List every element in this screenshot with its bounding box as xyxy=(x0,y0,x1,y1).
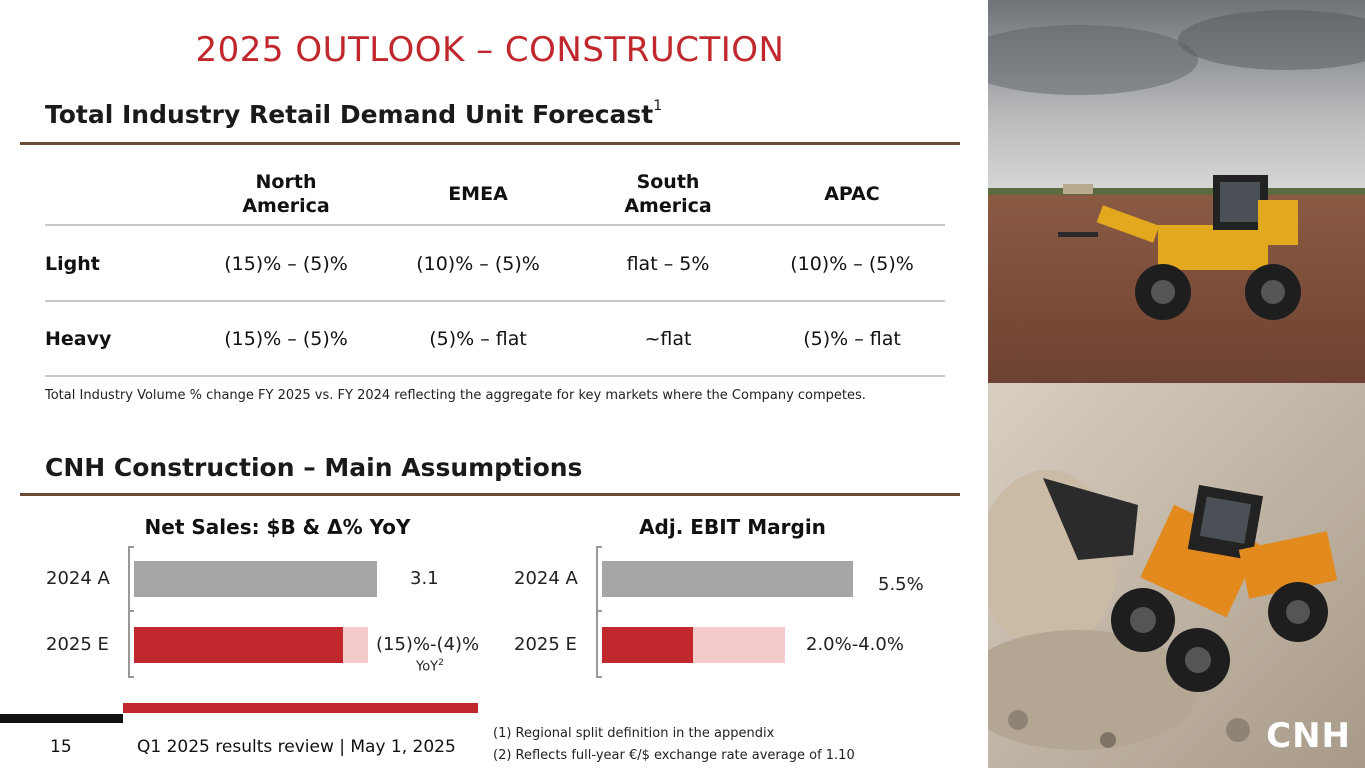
footer-event: Q1 2025 results review | May 1, 2025 xyxy=(137,737,456,757)
ebit-label-2024: 5.5% xyxy=(878,574,924,595)
forecast-heading-footnote-mark: 1 xyxy=(653,98,663,114)
ebit-bar-2024 xyxy=(602,561,853,597)
table-divider xyxy=(45,224,945,226)
assumptions-divider xyxy=(20,493,960,496)
net-sales-chart-title: Net Sales: $B & Δ% YoY xyxy=(144,515,411,539)
forecast-heading: Total Industry Retail Demand Unit Foreca… xyxy=(45,98,663,129)
table-cell: (10)% – (5)% xyxy=(790,253,914,275)
net-sales-axis xyxy=(128,546,134,678)
forecast-heading-text: Total Industry Retail Demand Unit Foreca… xyxy=(45,100,654,129)
col-header-emea: EMEA xyxy=(388,182,568,206)
col-header-apac: APAC xyxy=(762,182,942,206)
table-cell: (5)% – flat xyxy=(429,328,527,350)
ebit-chart-title: Adj. EBIT Margin xyxy=(639,515,826,539)
col-header-north-america: North America xyxy=(196,170,376,218)
ebit-bar-2025-low xyxy=(602,627,694,663)
net-sales-bar-2024 xyxy=(134,561,377,597)
net-sales-bar-2025-low xyxy=(134,627,343,663)
construction-photo: CNH xyxy=(988,0,1365,768)
row-label-light: Light xyxy=(45,253,100,275)
row-label-heavy: Heavy xyxy=(45,328,112,350)
table-divider xyxy=(45,375,945,377)
page-title: 2025 OUTLOOK – CONSTRUCTION xyxy=(195,30,785,70)
col-header-south-america: South America xyxy=(578,170,758,218)
net-sales-category-2025: 2025 E xyxy=(46,634,109,655)
net-sales-category-2024: 2024 A xyxy=(46,568,110,589)
table-cell: (5)% – flat xyxy=(803,328,901,350)
cnh-logo: CNH xyxy=(1266,716,1351,756)
col-header-apac-text: APAC xyxy=(824,183,880,205)
footnote-2: (2) Reflects full-year €/$ exchange rate… xyxy=(493,748,855,763)
footnote-1: (1) Regional split definition in the app… xyxy=(493,726,775,741)
assumptions-heading: CNH Construction – Main Assumptions xyxy=(45,453,583,482)
forecast-note: Total Industry Volume % change FY 2025 v… xyxy=(45,388,866,403)
net-sales-label-2024: 3.1 xyxy=(410,568,439,589)
footer-red-bar xyxy=(123,703,478,713)
table-cell: ~flat xyxy=(644,328,692,350)
col-header-north-america-text: North America xyxy=(242,171,330,217)
net-sales-label-2025: (15)%-(4)% xyxy=(376,634,480,655)
table-divider xyxy=(45,300,945,302)
footer-black-bar xyxy=(0,714,123,723)
table-cell: (10)% – (5)% xyxy=(416,253,540,275)
table-cell: (15)% – (5)% xyxy=(224,328,348,350)
ebit-category-2024: 2024 A xyxy=(514,568,578,589)
col-header-south-america-text: South America xyxy=(624,171,712,217)
ebit-label-2025: 2.0%-4.0% xyxy=(806,634,904,655)
page-number: 15 xyxy=(50,737,72,757)
forecast-divider xyxy=(20,142,960,145)
col-header-emea-text: EMEA xyxy=(448,183,508,205)
ebit-category-2025: 2025 E xyxy=(514,634,577,655)
net-sales-yoy-footnote-mark: 2 xyxy=(438,658,444,668)
ebit-axis xyxy=(596,546,602,678)
net-sales-yoy-text: YoY xyxy=(416,659,439,675)
table-cell: (15)% – (5)% xyxy=(224,253,348,275)
table-cell: flat – 5% xyxy=(626,253,710,275)
net-sales-yoy-label: YoY2 xyxy=(416,658,444,674)
